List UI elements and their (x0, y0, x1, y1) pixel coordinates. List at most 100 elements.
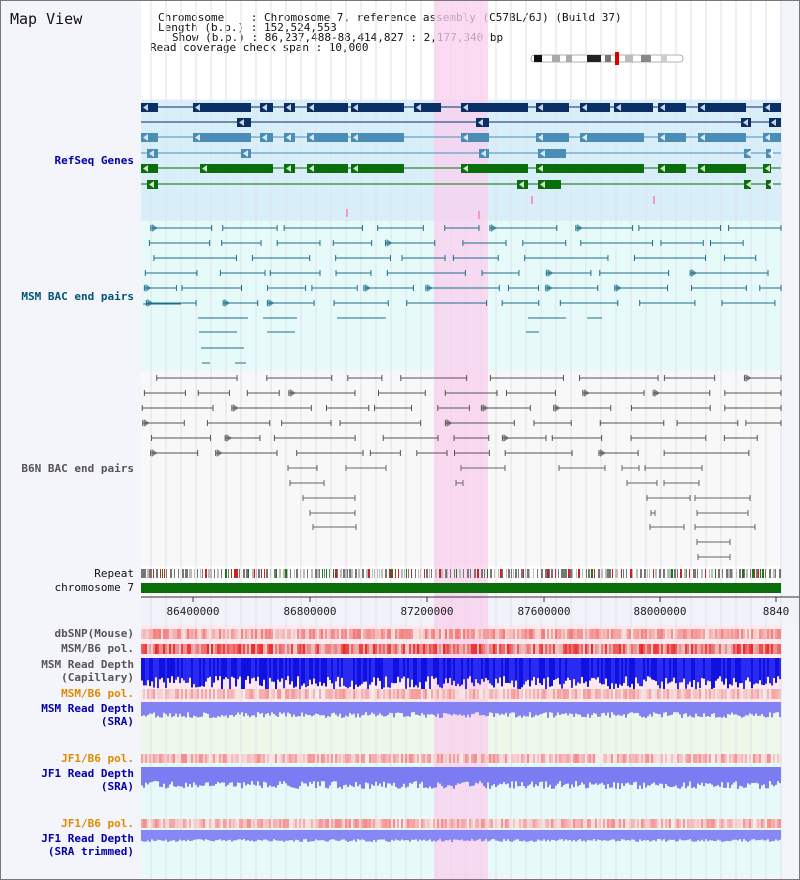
jf1-b6-pol2-cell (381, 819, 383, 828)
jf1-depth-sra-bar (599, 767, 601, 784)
msm-depth-capillary-bar (757, 658, 759, 684)
dbsnp-cell (199, 629, 201, 639)
refseq-genes[interactable] (141, 103, 781, 219)
jf1-depth-trimmed-bar (547, 830, 549, 840)
msm-depth-sra-bar (267, 702, 269, 714)
msm-depth-sra-bar (669, 702, 671, 716)
jf1-b6-pol2-cell (507, 819, 509, 828)
msm-b6-pol2-cell (195, 689, 197, 699)
dbsnp-cell (485, 629, 487, 639)
msm-depth-sra-bar (583, 702, 585, 717)
jf1-b6-pol-cell (765, 754, 767, 763)
msm-depth-capillary-bar (537, 658, 539, 679)
msm-depth-capillary-bar (449, 658, 451, 678)
dbsnp-cell (207, 629, 209, 639)
msm-b6-pol-cell (595, 644, 597, 654)
heat-tracks[interactable] (141, 629, 781, 842)
dbsnp-cell (765, 629, 767, 639)
msm-depth-sra-bar (401, 702, 403, 714)
msm-depth-capillary-bar (239, 658, 241, 677)
chromosome-ideogram[interactable] (530, 52, 684, 65)
msm-depth-capillary-bar (257, 658, 259, 677)
gene-strand-arrow (768, 181, 773, 188)
msm-b6-pol-cell (509, 644, 511, 654)
msm-depth-capillary-bar (439, 658, 441, 688)
jf1-b6-pol2-cell (473, 819, 475, 828)
msm-depth-capillary-bar (393, 658, 395, 684)
msm-b6-pol2-cell (677, 689, 679, 699)
msm-depth-capillary-bar (709, 658, 711, 682)
repeat-track[interactable] (141, 569, 781, 578)
jf1-depth-trimmed-bar (629, 830, 631, 841)
jf1-b6-pol-cell (703, 754, 705, 763)
jf1-depth-trimmed-bar (303, 830, 305, 840)
gene-strand-arrow (616, 104, 621, 111)
msm-depth-capillary-bar (509, 658, 511, 684)
msm-b6-pol-cell (607, 644, 609, 654)
jf1-b6-pol-cell (207, 754, 209, 763)
dbsnp-cell (197, 629, 199, 639)
jf1-depth-sra-bar (527, 767, 529, 786)
dbsnp-cell (407, 629, 409, 639)
jf1-b6-pol-cell (459, 754, 461, 763)
msm-b6-pol2-cell (351, 689, 353, 699)
repeat-element (256, 569, 257, 578)
jf1-b6-pol2-cell (293, 819, 295, 828)
msm-depth-sra-bar (531, 702, 533, 718)
msm-b6-pol2-cell (567, 689, 569, 699)
repeat-element (549, 569, 550, 578)
repeat-element (674, 569, 676, 578)
repeat-element (513, 569, 514, 578)
jf1-b6-pol2-cell (537, 819, 539, 828)
jf1-b6-pol-cell (443, 754, 445, 763)
jf1-b6-pol-cell (533, 754, 535, 763)
msm-bac-pairs[interactable] (143, 224, 782, 364)
msm-depth-capillary-bar (613, 658, 615, 690)
jf1-depth-trimmed-bar (759, 830, 761, 841)
msm-b6-pol-cell (145, 644, 147, 654)
msm-b6-pol-cell (559, 644, 561, 654)
dbsnp-cell (779, 629, 781, 639)
msm-bac-pair-arrow (576, 224, 583, 232)
msm-depth-capillary-bar (203, 658, 205, 687)
dbsnp-cell (523, 629, 525, 639)
msm-b6-pol-cell (567, 644, 569, 654)
label-jf1-depth-trimmed: JF1 Read Depth (41, 832, 134, 845)
jf1-depth-trimmed-bar (483, 830, 485, 841)
jf1-depth-trimmed-bar (749, 830, 751, 841)
msm-b6-pol2-cell (179, 689, 181, 699)
jf1-b6-pol-cell (647, 754, 649, 763)
msm-depth-sra-bar (533, 702, 535, 717)
msm-b6-pol2-cell (363, 689, 365, 699)
jf1-b6-pol2-cell (631, 819, 633, 828)
jf1-b6-pol2-cell (637, 819, 639, 828)
repeat-element (671, 569, 673, 578)
dbsnp-cell (725, 629, 727, 639)
highlight-region[interactable] (434, 1, 488, 879)
jf1-depth-trimmed-bar (249, 830, 251, 842)
msm-b6-pol2-cell (257, 689, 259, 699)
msm-b6-pol-cell (521, 644, 523, 654)
jf1-depth-sra-bar (141, 767, 143, 786)
dbsnp-cell (279, 629, 281, 639)
jf1-b6-pol2-cell (761, 819, 763, 828)
msm-depth-sra-bar (589, 702, 591, 718)
msm-depth-capillary-bar (347, 658, 349, 689)
msm-b6-pol-cell (173, 644, 175, 654)
msm-depth-sra-bar (193, 702, 195, 716)
msm-depth-capillary-bar (481, 658, 483, 679)
repeat-element (500, 569, 502, 578)
msm-b6-pol2-cell (211, 689, 213, 699)
msm-b6-pol2-cell (563, 689, 565, 699)
b6n-bac-pairs[interactable] (141, 374, 782, 560)
repeat-element (582, 569, 583, 578)
msm-depth-sra-bar (513, 702, 515, 713)
jf1-b6-pol2-cell (183, 819, 185, 828)
msm-b6-pol2-cell (467, 689, 469, 699)
msm-b6-pol2-cell (293, 689, 295, 699)
chromosome-bar[interactable] (141, 583, 781, 593)
msm-b6-pol-cell (495, 644, 497, 654)
jf1-b6-pol2-cell (757, 819, 759, 828)
jf1-b6-pol2-cell (573, 819, 575, 828)
jf1-depth-trimmed-bar (159, 830, 161, 841)
